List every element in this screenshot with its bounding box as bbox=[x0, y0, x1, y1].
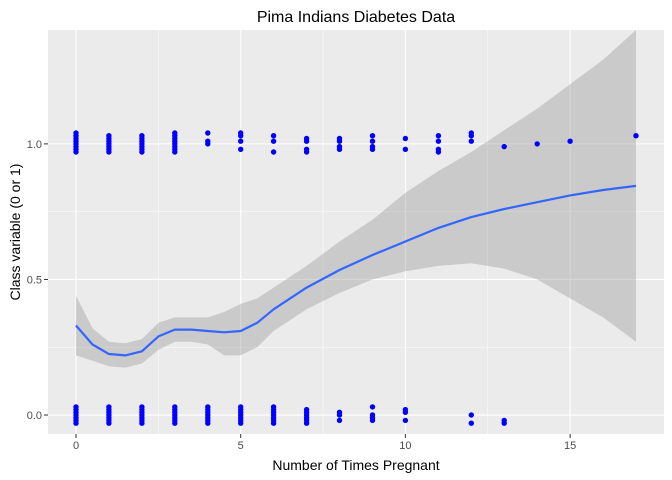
data-point bbox=[369, 133, 376, 139]
data-points bbox=[73, 130, 639, 426]
data-point bbox=[369, 404, 376, 410]
data-point bbox=[336, 138, 343, 144]
y-tick-label: 1.0 bbox=[27, 139, 42, 151]
data-point bbox=[468, 420, 474, 426]
data-point bbox=[172, 420, 178, 426]
smooth-fit-line bbox=[75, 184, 637, 357]
data-point bbox=[633, 133, 639, 139]
data-point bbox=[238, 420, 244, 426]
x-tick-label: 0 bbox=[73, 440, 79, 452]
data-point bbox=[73, 149, 79, 155]
data-point bbox=[139, 420, 145, 426]
data-point bbox=[238, 133, 244, 139]
data-point bbox=[205, 141, 211, 147]
data-point bbox=[270, 420, 277, 426]
data-point bbox=[205, 130, 211, 136]
data-point bbox=[205, 420, 211, 426]
data-point bbox=[534, 141, 540, 147]
plot-panel bbox=[48, 30, 664, 434]
data-point bbox=[369, 146, 376, 152]
data-point bbox=[435, 133, 442, 139]
data-point bbox=[435, 138, 442, 144]
y-axis-ticks: 0.0 0.5 1.0 bbox=[27, 139, 48, 422]
x-tick-label: 5 bbox=[238, 440, 244, 452]
data-point bbox=[369, 138, 376, 144]
data-point bbox=[501, 420, 507, 426]
data-point bbox=[303, 420, 310, 426]
x-axis-title: Number of Times Pregnant bbox=[272, 457, 439, 473]
data-point bbox=[567, 138, 573, 144]
data-point bbox=[435, 149, 442, 155]
y-axis-title: Class variable (0 or 1) bbox=[7, 164, 23, 301]
x-tick-label: 10 bbox=[399, 440, 411, 452]
data-point bbox=[336, 146, 343, 152]
data-point bbox=[468, 138, 474, 144]
data-point bbox=[402, 409, 409, 415]
data-point bbox=[402, 135, 409, 142]
data-point bbox=[270, 149, 277, 155]
data-point bbox=[139, 149, 145, 155]
minor-gridlines bbox=[48, 30, 664, 434]
data-point bbox=[172, 149, 178, 155]
data-point bbox=[106, 149, 112, 155]
data-point bbox=[303, 149, 310, 155]
data-point bbox=[336, 417, 343, 424]
data-point bbox=[270, 133, 277, 139]
data-point bbox=[238, 138, 244, 144]
data-point bbox=[402, 417, 409, 424]
major-gridlines bbox=[48, 30, 664, 434]
data-point bbox=[336, 412, 343, 418]
data-point bbox=[303, 138, 310, 144]
x-axis-ticks: 0 5 10 15 bbox=[73, 434, 576, 452]
chart-title: Pima Indians Diabetes Data bbox=[257, 9, 455, 26]
data-point bbox=[501, 143, 507, 150]
data-point bbox=[402, 146, 409, 152]
data-point bbox=[73, 420, 79, 426]
confidence-band bbox=[76, 30, 636, 368]
x-tick-label: 15 bbox=[564, 440, 576, 452]
y-tick-label: 0.0 bbox=[27, 410, 42, 422]
data-point bbox=[468, 412, 474, 418]
data-point bbox=[369, 417, 376, 424]
data-point bbox=[270, 138, 277, 144]
y-tick-label: 0.5 bbox=[27, 274, 42, 286]
data-point bbox=[468, 133, 474, 139]
data-point bbox=[238, 146, 244, 152]
data-point bbox=[106, 420, 112, 426]
